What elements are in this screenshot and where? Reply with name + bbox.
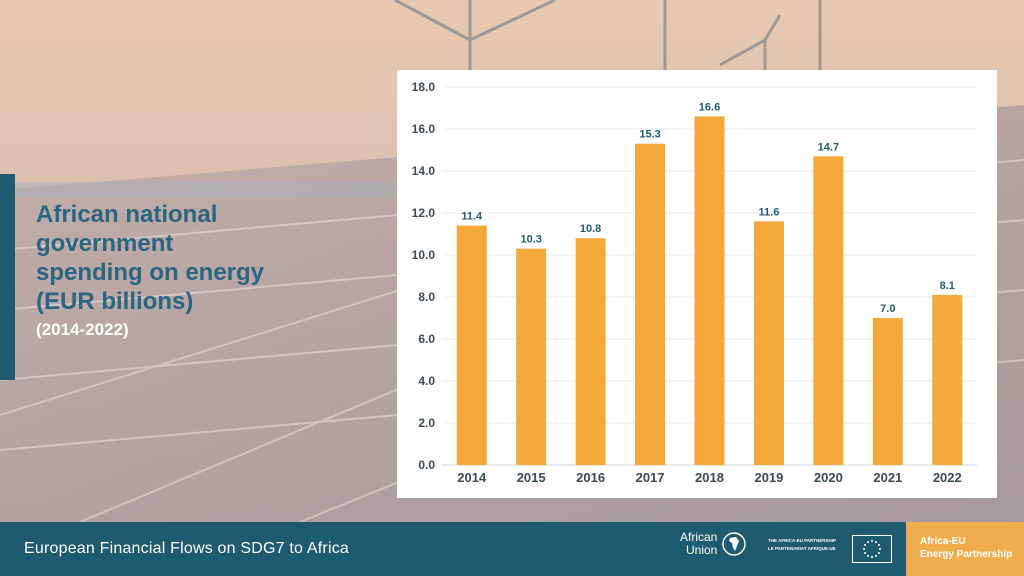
y-tick-label: 2.0 [418, 416, 435, 430]
data-label-2020: 14.7 [818, 141, 839, 153]
y-tick-label: 4.0 [418, 374, 435, 388]
eu-star-icon [877, 552, 880, 554]
bar-2018 [694, 116, 725, 466]
data-label-2014: 11.4 [461, 211, 483, 223]
x-tick-label-2020: 2020 [814, 470, 843, 485]
eu-star-icon [867, 554, 869, 557]
aeep-line-1: Africa-EU [920, 536, 966, 547]
data-label-2019: 11.6 [759, 206, 780, 218]
y-tick-label: 18.0 [412, 80, 436, 94]
x-tick-label-2019: 2019 [754, 470, 783, 485]
bar-2015 [516, 248, 547, 465]
eu-star-icon [871, 556, 873, 558]
african-union-logo: African Union [680, 531, 747, 557]
slide-title-block: African national government spending on … [36, 200, 336, 340]
bar-2022 [932, 294, 963, 465]
y-tick-label: 16.0 [412, 122, 436, 136]
bar-2020 [813, 156, 844, 466]
data-label-2022: 8.1 [940, 280, 955, 292]
y-tick-label: 14.0 [412, 164, 436, 178]
x-tick-label-2016: 2016 [576, 470, 605, 485]
x-tick-label-2014: 2014 [457, 470, 487, 485]
bar-2016 [575, 238, 606, 465]
x-tick-label-2015: 2015 [517, 470, 546, 485]
x-tick-label-2022: 2022 [933, 470, 962, 485]
data-label-2015: 10.3 [520, 234, 541, 246]
data-label-2021: 7.0 [880, 303, 895, 315]
slide-title-line-2: government [36, 230, 174, 257]
data-label-2017: 15.3 [639, 129, 660, 141]
partnership-line-1: THE AFRICA-EU PARTNERSHIP [768, 538, 837, 543]
x-tick-label-2021: 2021 [873, 470, 902, 485]
title-accent-bar [0, 174, 15, 380]
african-union-logo-text: African Union [680, 531, 717, 557]
y-tick-label: 8.0 [418, 290, 435, 304]
slide-title-line-4: (EUR billions) [36, 288, 194, 315]
eu-star-icon [871, 540, 873, 542]
eu-star-icon [877, 544, 880, 546]
y-tick-label: 10.0 [412, 248, 436, 262]
bar-chart: 0.0 2.0 4.0 6.0 8.0 10.0 12.0 14.0 16.0 18.0 11.4 2… [412, 80, 977, 485]
eu-star-icon [879, 548, 881, 550]
aeep-logo-box: Africa-EU Energy Partnership [906, 522, 1024, 576]
footer-bar: European Financial Flows on SDG7 to Afri… [0, 522, 1024, 576]
eu-star-icon [864, 552, 867, 554]
y-tick-label: 6.0 [418, 332, 435, 346]
x-tick-label-2018: 2018 [695, 470, 724, 485]
african-union-logo-line-2: Union [686, 543, 718, 557]
eu-star-icon [875, 541, 877, 544]
data-label-2018: 16.6 [699, 101, 720, 113]
y-tick-label: 12.0 [412, 206, 436, 220]
slide-title-line-3: spending on energy [36, 259, 265, 286]
aeep-logo-text: Africa-EU Energy Partnership [920, 535, 1012, 561]
bar-2017 [635, 143, 666, 465]
footer-title: European Financial Flows on SDG7 to Afri… [24, 540, 350, 557]
africa-emblem-icon [722, 532, 747, 556]
x-tick-label-2017: 2017 [636, 470, 665, 485]
eu-star-icon [875, 554, 877, 557]
bar-2019 [753, 221, 784, 465]
aeep-line-2: Energy Partnership [920, 549, 1013, 560]
africa-eu-partnership-label: THE AFRICA-EU PARTNERSHIP LE PARTENARIAT… [768, 537, 848, 553]
african-union-logo-line-1: African [680, 530, 718, 544]
eu-star-icon [864, 544, 867, 546]
bar-2021 [872, 318, 903, 465]
slide-title-line-1: African national [36, 201, 218, 228]
slide-subtitle: (2014-2022) [36, 320, 129, 339]
eu-star-icon [863, 548, 865, 550]
eu-star-icon [867, 541, 869, 544]
y-tick-label: 0.0 [418, 458, 435, 472]
chart-panel: 0.0 2.0 4.0 6.0 8.0 10.0 12.0 14.0 16.0 18.0 11.4 2… [397, 70, 997, 498]
data-label-2016: 10.8 [580, 223, 601, 235]
partnership-line-2: LE PARTENARIAT AFRIQUE-UE [768, 546, 836, 551]
bar-2014 [456, 225, 487, 465]
eu-flag-icon [852, 535, 892, 563]
